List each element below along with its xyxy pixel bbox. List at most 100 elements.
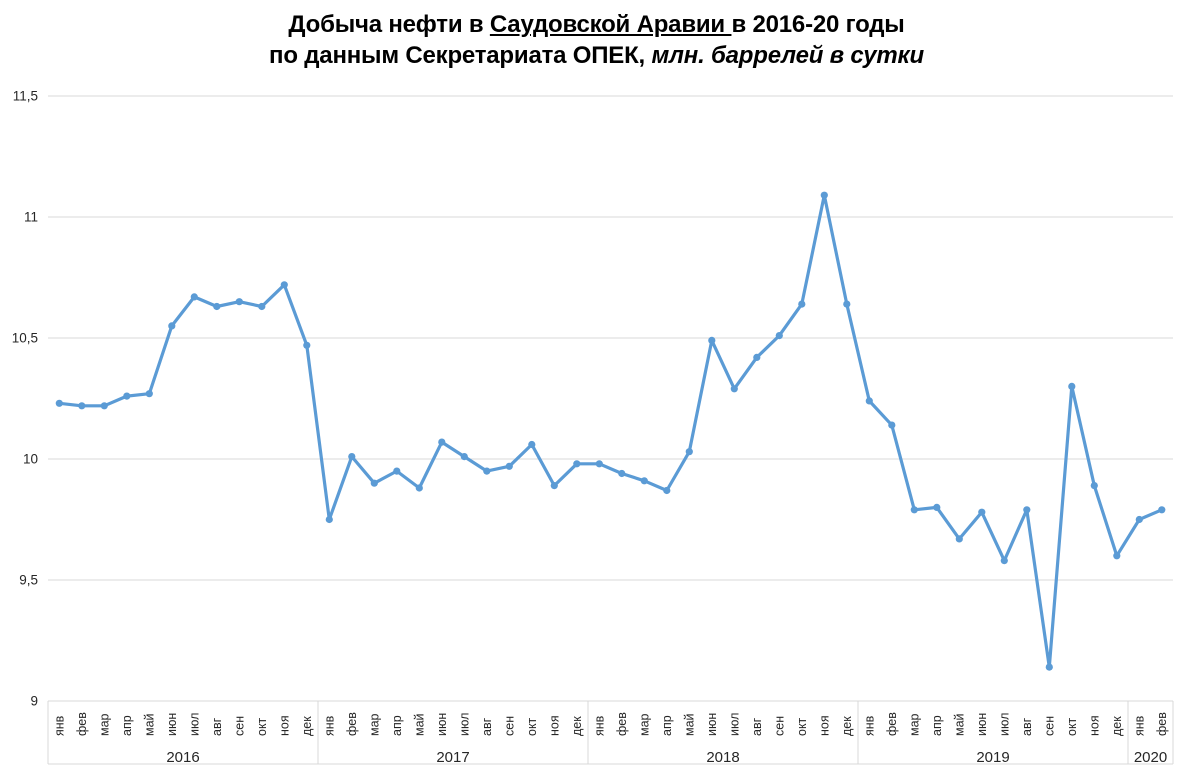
data-point-marker [933,503,941,511]
x-axis-month-label: сен [1042,716,1056,736]
data-point-marker [1023,506,1031,514]
x-axis-month-label: фев [1155,712,1169,736]
x-axis-month-label: июл [457,713,471,736]
data-point-marker [483,467,491,475]
chart-title-line2: по данным Секретариата ОПЕК, млн. баррел… [0,40,1193,71]
data-point-marker [618,469,626,478]
x-axis-month-label: дек [570,716,584,736]
x-axis-month-label: окт [795,717,809,736]
data-point-marker [955,535,963,543]
data-point-marker [190,293,198,301]
x-axis-month-label: апр [120,715,134,736]
y-axis-tick-label: 11,5 [13,89,38,104]
x-axis-month-label: май [682,713,696,736]
x-axis-month-label: май [952,713,966,736]
x-axis-month-label: ноя [277,715,291,736]
data-point-marker [528,440,536,449]
x-axis-month-label: янв [52,715,66,736]
data-point-marker [280,281,288,289]
x-axis-month-label: мар [367,713,381,736]
x-axis-month-label: июл [727,713,741,736]
x-axis-month-label: май [412,713,426,736]
data-point-marker [820,191,828,199]
data-point-marker [393,467,401,475]
title-text: , [638,42,652,69]
data-point-marker [78,402,86,410]
chart-title: Добыча нефти в Саудовской Аравии в 2016-… [0,9,1193,71]
data-point-marker [865,397,873,405]
x-axis-month-label: авг [210,717,224,736]
x-axis-month-label: авг [480,717,494,736]
title-subtitle-italic: млн. баррелей в сутки [651,42,924,69]
x-axis-month-label: сен [772,716,786,736]
data-point-marker [843,300,851,308]
x-axis-month-label: апр [390,715,404,736]
x-axis-month-label: мар [907,713,921,736]
x-axis-month-label: мар [637,713,651,736]
x-axis-month-label: июл [997,713,1011,736]
data-point-marker [708,336,716,344]
x-axis-year-label: 2020 [1134,749,1167,766]
data-point-marker [100,402,108,410]
chart-title-line1: Добыча нефти в Саудовской Аравии в 2016-… [0,9,1193,40]
data-point-marker [1000,557,1008,565]
data-point-marker [978,508,986,516]
x-axis-year-label: 2016 [166,749,199,766]
data-point-marker [460,453,468,461]
data-point-marker [1045,663,1053,671]
title-text-underlined: Саудовской Аравии [489,11,732,38]
data-point-marker [798,300,806,308]
x-axis-month-label: янв [322,715,336,736]
y-axis-tick-label: 9,5 [19,573,38,588]
y-axis-tick-label: 11 [24,210,38,225]
x-axis-month-label: июн [435,713,449,736]
data-point-marker [55,399,63,407]
data-point-marker [888,421,896,429]
data-point-marker [145,390,153,398]
x-axis-month-label: фев [615,712,629,736]
y-axis-tick-label: 10 [23,452,38,467]
x-axis-month-label: июн [165,713,179,736]
data-point-marker [505,462,513,470]
data-point-marker [730,385,738,393]
x-axis-month-label: сен [502,716,516,736]
x-axis-month-label: янв [592,715,606,736]
x-axis-month-label: ноя [1087,715,1101,736]
data-point-marker [910,506,918,514]
title-text: по данным Секретариата ОПЕК [269,42,639,69]
production-line-series [57,193,1164,669]
data-point-marker [258,302,266,311]
x-axis-month-label: апр [930,715,944,736]
x-axis-year-label: 2019 [976,749,1009,766]
data-point-marker [595,460,603,468]
data-point-marker [663,486,671,495]
x-axis-month-label: окт [255,717,269,736]
data-point-marker [1090,482,1098,490]
x-axis-month-label: дек [1110,716,1124,736]
data-point-marker [123,392,131,400]
x-axis-month-label: сен [232,716,246,736]
data-point-marker [168,322,176,330]
x-axis-month-label: дек [840,716,854,736]
data-point-marker [640,477,648,485]
data-point-marker [1135,515,1143,524]
title-text: в 2016-20 годы [731,11,905,38]
x-axis-month-label: фев [885,712,899,736]
x-axis-month-label: июн [705,713,719,736]
data-point-marker [753,353,761,361]
x-axis-month-label: ноя [547,715,561,736]
data-point-marker [213,302,221,311]
data-point-marker [303,341,311,349]
x-axis-month-label: фев [75,712,89,736]
data-point-marker [325,515,333,524]
data-point-marker [1113,552,1121,560]
data-point-marker [550,482,558,490]
y-axis-tick-label: 9 [30,694,38,709]
x-axis-month-label: авг [750,717,764,736]
data-point-marker [685,448,693,456]
x-axis-month-label: янв [1132,715,1146,736]
data-point-marker [415,484,423,492]
data-point-marker [370,479,378,487]
